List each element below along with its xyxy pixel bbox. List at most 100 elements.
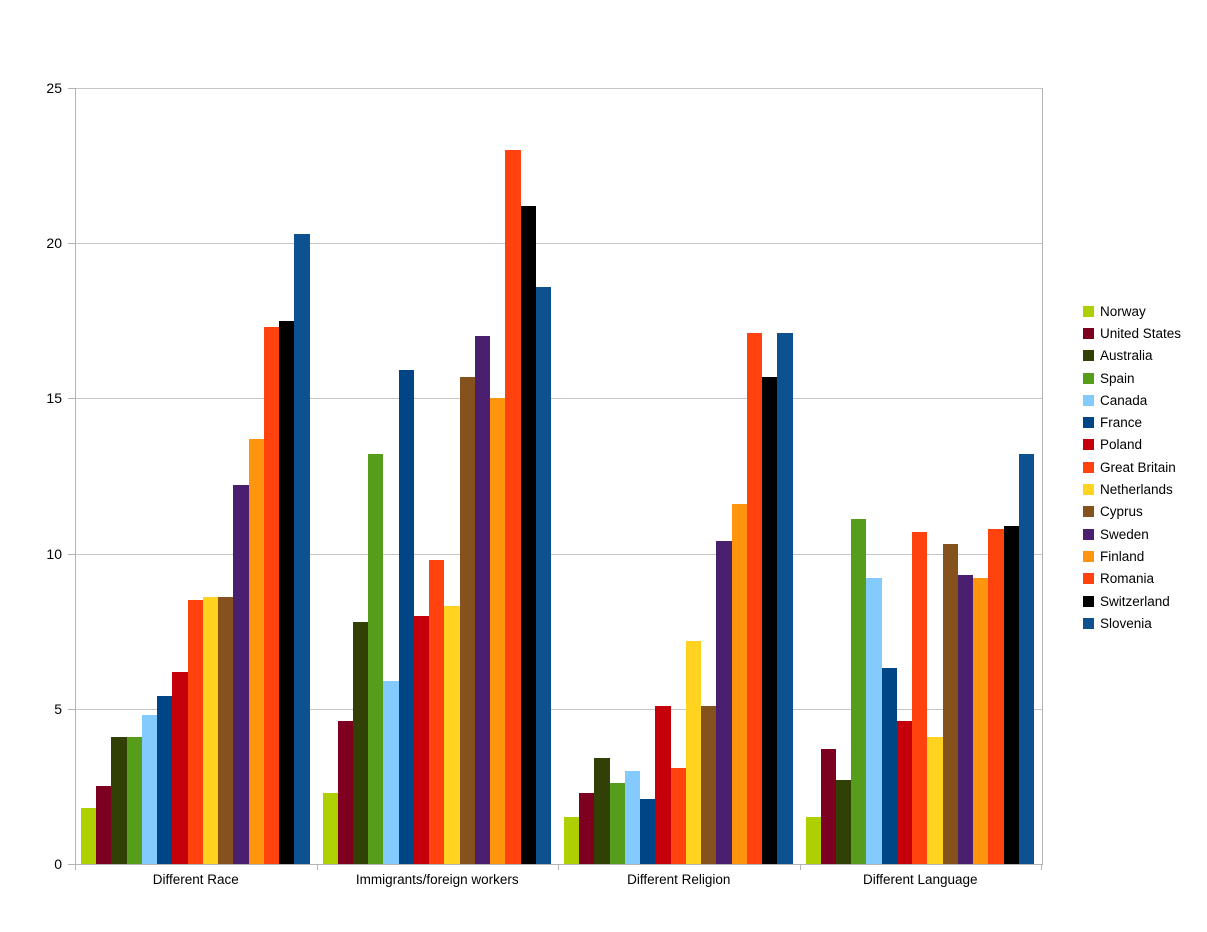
y-tick-label: 15	[46, 390, 62, 407]
bar	[731, 503, 747, 864]
bar	[805, 817, 821, 864]
bar	[383, 680, 399, 864]
y-tick-mark	[68, 708, 75, 710]
legend-color-chip	[1083, 327, 1094, 339]
bar	[835, 780, 852, 864]
bar-group-3	[801, 88, 1043, 864]
bar	[851, 519, 867, 864]
bar	[640, 798, 656, 864]
bar	[896, 721, 913, 864]
legend-item: Spain	[1083, 367, 1181, 389]
legend-label: Spain	[1100, 370, 1135, 386]
bar	[777, 333, 793, 864]
legend-color-chip	[1083, 528, 1094, 540]
x-tick-mark	[1041, 865, 1042, 870]
plot-area	[75, 88, 1043, 865]
x-category-label: Immigrants/foreign workers	[355, 872, 519, 887]
bar	[233, 485, 249, 864]
bar	[670, 767, 686, 864]
legend-label: Poland	[1100, 437, 1143, 453]
legend-color-chip	[1083, 350, 1094, 362]
bar	[398, 370, 414, 864]
bar	[81, 808, 97, 864]
legend-item: Romania	[1083, 568, 1181, 590]
y-tick-label: 5	[54, 700, 62, 717]
bar	[141, 715, 158, 864]
legend-color-chip	[1083, 506, 1094, 518]
y-tick-label: 25	[46, 80, 62, 96]
bar	[564, 817, 580, 864]
y-tick-label: 20	[46, 235, 62, 252]
legend-color-chip	[1083, 550, 1094, 562]
bar	[988, 528, 1004, 864]
legend-item: Cyprus	[1083, 501, 1181, 523]
bar	[352, 621, 369, 864]
bar	[716, 541, 732, 864]
legend-item: Finland	[1083, 545, 1181, 567]
legend-item: Canada	[1083, 389, 1181, 411]
bar	[157, 696, 173, 864]
gridline-25	[76, 88, 1042, 89]
bar	[429, 559, 445, 864]
bar	[368, 454, 384, 864]
legend-item: United States	[1083, 322, 1181, 344]
legend-label: Cyprus	[1100, 504, 1143, 520]
legend-label: Norway	[1100, 303, 1146, 319]
legend-label: Slovenia	[1100, 615, 1152, 631]
bar	[337, 721, 353, 864]
y-tick-mark	[68, 553, 75, 555]
legend-color-chip	[1083, 417, 1094, 429]
bar	[413, 615, 430, 864]
bar	[294, 233, 310, 864]
legend-label: Sweden	[1100, 526, 1149, 542]
legend-item: Sweden	[1083, 523, 1181, 545]
legend-label: France	[1100, 415, 1143, 431]
y-tick-label: 10	[46, 545, 62, 562]
bar	[762, 376, 778, 864]
bar	[912, 531, 928, 864]
x-tick-mark	[75, 865, 76, 870]
bar	[459, 376, 475, 864]
legend-color-chip	[1083, 573, 1094, 585]
legend-color-chip	[1083, 617, 1094, 629]
bar	[957, 575, 974, 864]
y-tick-mark	[68, 88, 75, 89]
bar	[218, 597, 234, 864]
bar	[248, 438, 264, 864]
x-category-label: Different Language	[862, 872, 978, 887]
bar	[594, 758, 610, 864]
bar	[172, 671, 188, 864]
legend-color-chip	[1083, 439, 1094, 451]
legend-item: Australia	[1083, 345, 1181, 367]
bar	[609, 783, 625, 864]
y-tick-mark	[68, 864, 75, 865]
bar	[474, 336, 491, 864]
legend-color-chip	[1083, 372, 1094, 384]
bar	[111, 736, 127, 864]
legend-label: United States	[1100, 325, 1182, 341]
bar	[202, 597, 219, 864]
bar	[126, 736, 142, 864]
bar	[579, 792, 595, 864]
legend-color-chip	[1083, 305, 1094, 317]
legend-color-chip	[1083, 484, 1094, 496]
bar	[655, 705, 671, 864]
legend-item: Norway	[1083, 300, 1181, 322]
legend-label: Australia	[1100, 348, 1153, 364]
bar	[263, 327, 280, 864]
gridline-5	[76, 708, 1042, 710]
bar	[1003, 525, 1019, 864]
bar	[490, 398, 506, 864]
y-tick-mark	[68, 243, 75, 245]
bar	[535, 286, 552, 864]
legend-item: Netherlands	[1083, 478, 1181, 500]
bar	[973, 578, 989, 864]
bar-group-2	[559, 88, 801, 864]
legend-item: Slovenia	[1083, 612, 1181, 634]
legend-label: Great Britain	[1100, 459, 1176, 475]
bar	[820, 749, 836, 864]
bar	[866, 578, 882, 864]
legend-label: Switzerland	[1100, 593, 1170, 609]
bar	[505, 150, 521, 864]
bar	[520, 205, 536, 864]
